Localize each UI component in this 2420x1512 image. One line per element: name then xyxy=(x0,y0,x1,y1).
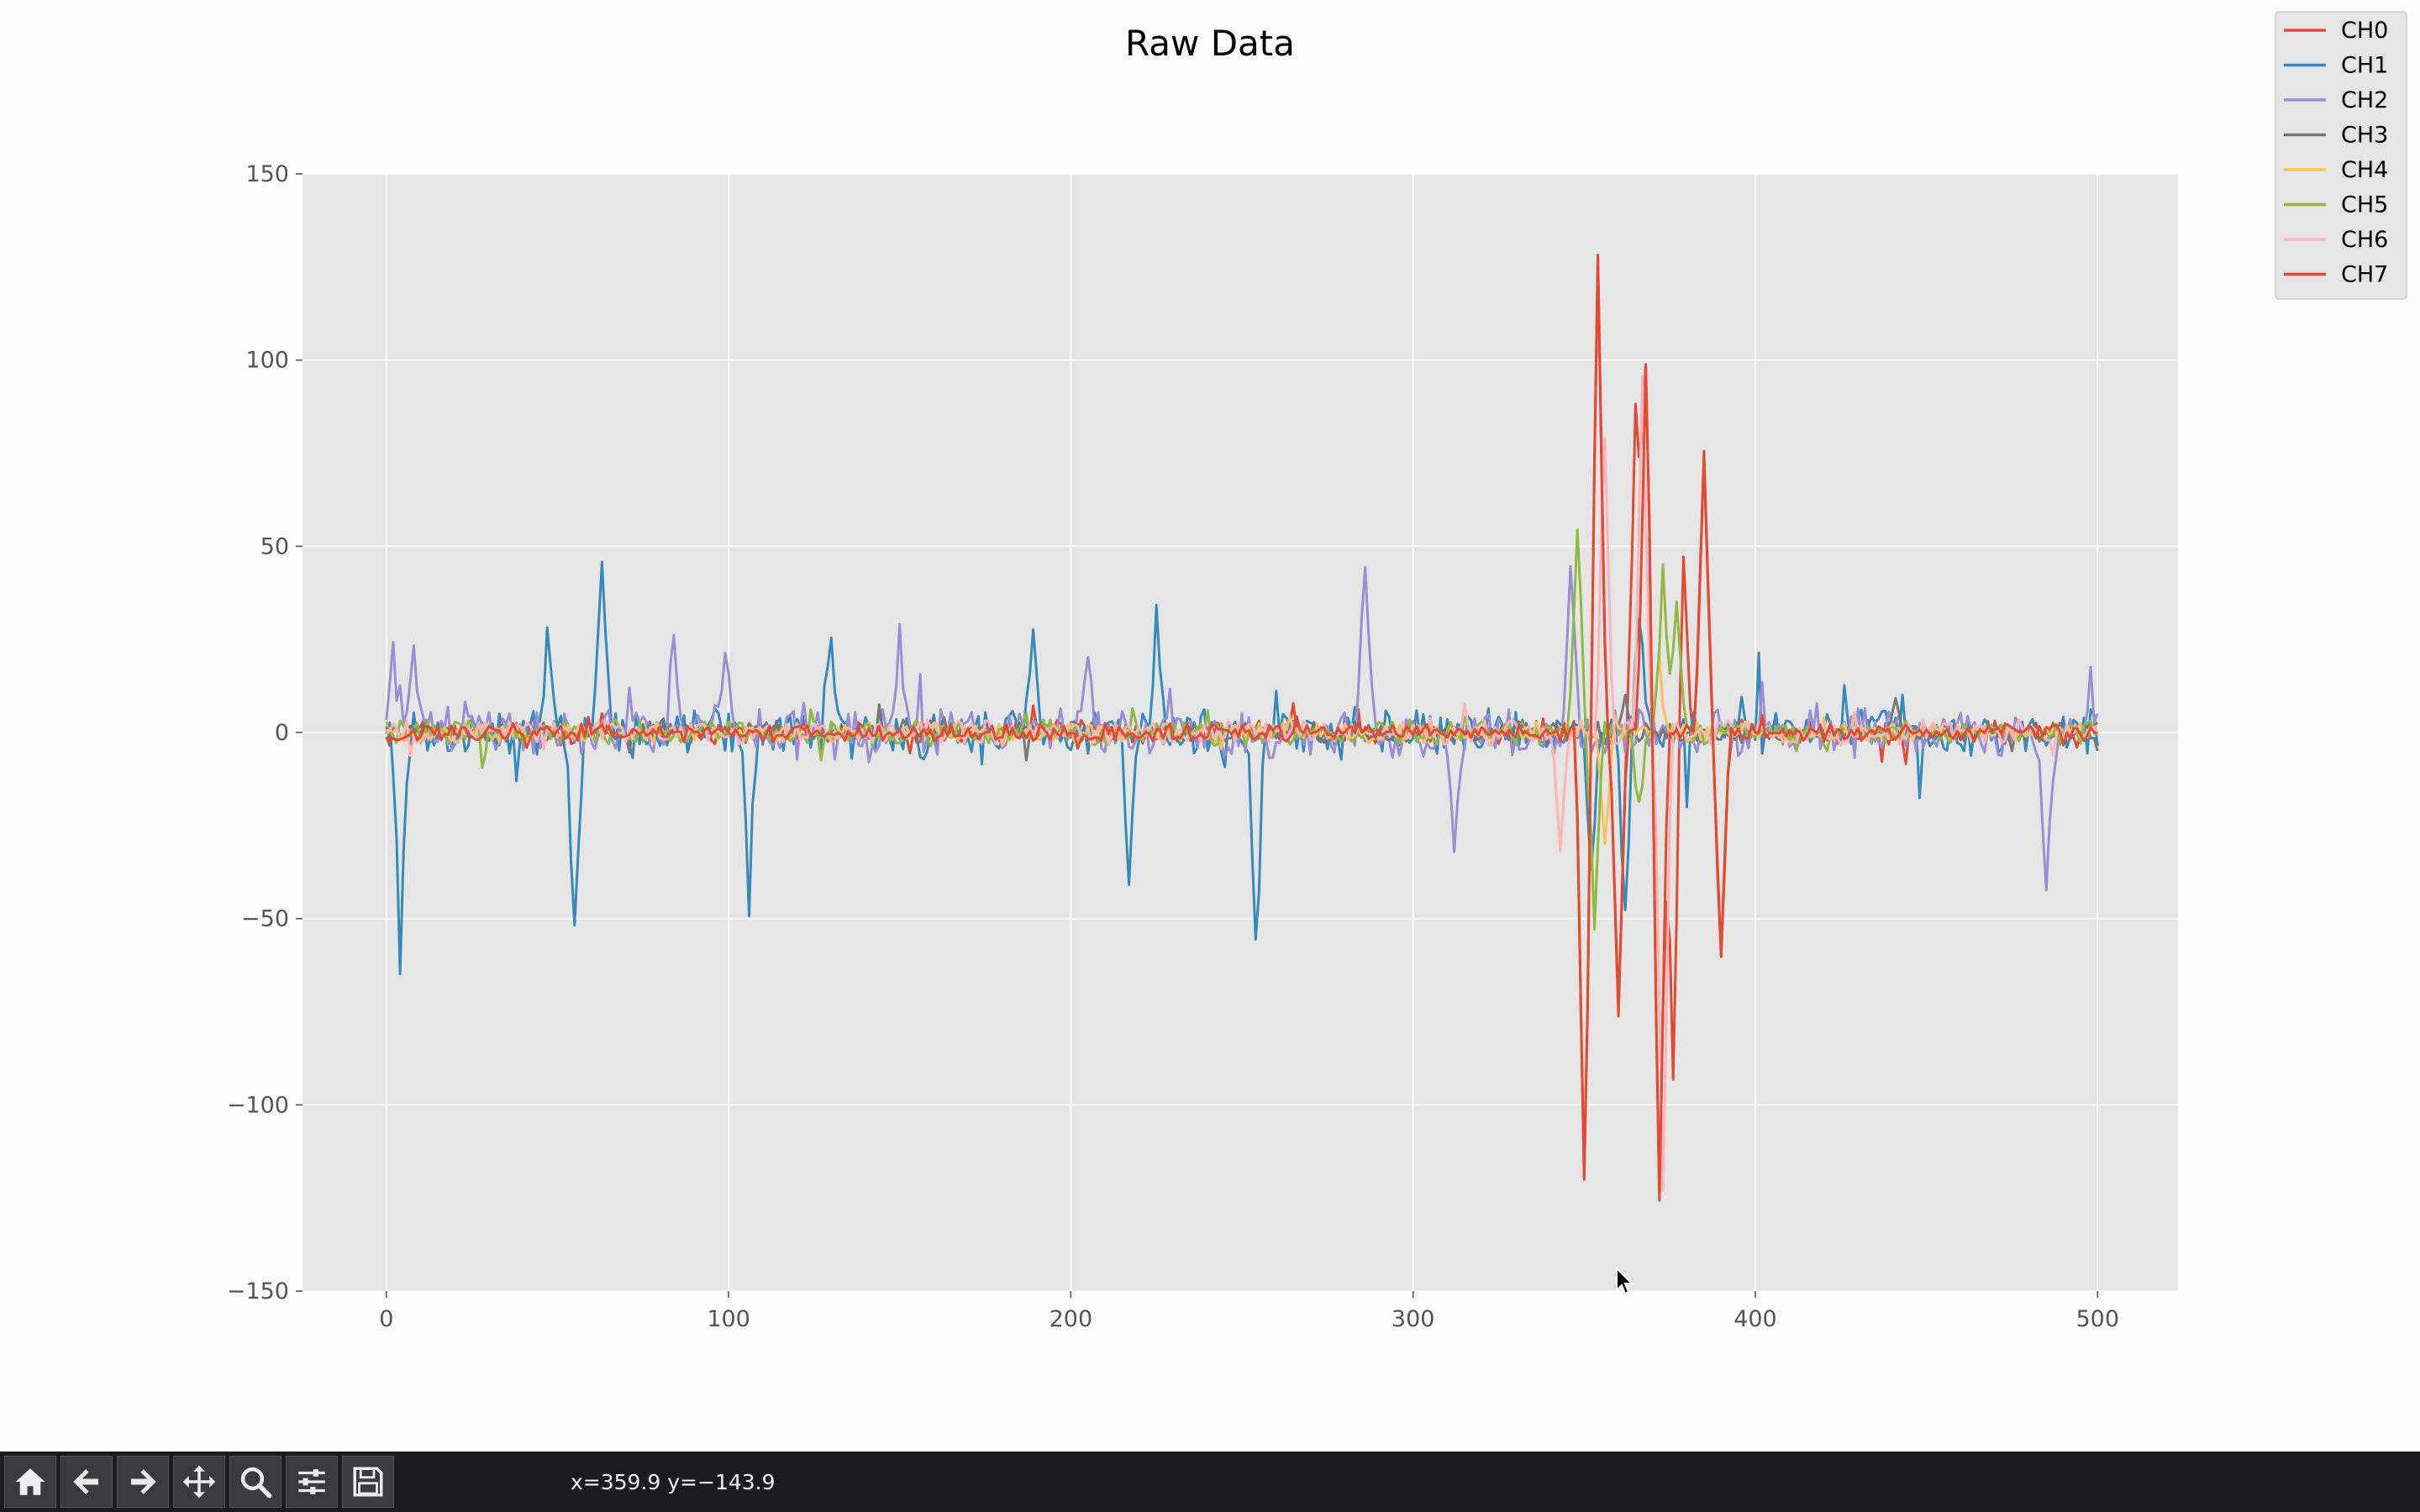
configure-subplots-button[interactable] xyxy=(286,1456,338,1508)
legend-entry-ch5[interactable]: CH5 xyxy=(2341,192,2388,218)
y-axis: −150 −100 −50 0 50 100 150 xyxy=(227,161,302,1305)
save-button[interactable] xyxy=(342,1456,394,1508)
y-tick-label: 100 xyxy=(245,348,289,374)
series-line-ch6 xyxy=(386,375,2099,1193)
figure-canvas[interactable]: Raw Data 0 100 200 300 400 500 −150 −100 −50 0 50… xyxy=(0,0,2420,1452)
home-icon xyxy=(15,1468,45,1495)
y-tick-label: −100 xyxy=(227,1092,289,1118)
pan-button[interactable] xyxy=(173,1456,225,1508)
zoom-button[interactable] xyxy=(229,1456,281,1508)
series-line-ch7 xyxy=(385,255,2098,1200)
legend[interactable]: CH0 CH1 CH2 CH3 CH4 CH5 CH6 CH7 xyxy=(2275,11,2407,300)
legend-entry-ch7[interactable]: CH7 xyxy=(2341,262,2388,288)
back-button[interactable] xyxy=(60,1456,113,1508)
legend-entry-ch4[interactable]: CH4 xyxy=(2341,157,2388,183)
move-icon xyxy=(182,1465,216,1499)
x-tick-label: 100 xyxy=(707,1306,750,1332)
legend-entry-ch2[interactable]: CH2 xyxy=(2341,87,2388,113)
chart-svg: Raw Data 0 100 200 300 400 500 −150 −100 −50 0 50… xyxy=(227,11,2407,1332)
legend-box xyxy=(2275,11,2407,300)
x-tick-label: 300 xyxy=(1392,1306,1435,1332)
navigation-toolbar: x=359.9 y=−143.9 xyxy=(0,1452,2420,1512)
y-tick-label: 150 xyxy=(245,161,289,187)
magnifier-icon xyxy=(240,1467,272,1499)
y-tick-label: −50 xyxy=(241,906,289,932)
cursor-coordinates: x=359.9 y=−143.9 xyxy=(571,1469,776,1494)
x-tick-label: 400 xyxy=(1733,1306,1777,1332)
x-tick-label: 200 xyxy=(1050,1306,1093,1332)
legend-entry-ch3[interactable]: CH3 xyxy=(2341,123,2388,149)
chart-title: Raw Data xyxy=(1125,23,1295,64)
sliders-icon xyxy=(298,1469,325,1494)
back-arrow-icon xyxy=(73,1469,98,1494)
legend-entry-ch6[interactable]: CH6 xyxy=(2341,227,2388,253)
y-tick-label: 0 xyxy=(275,720,289,746)
legend-entry-ch0[interactable]: CH0 xyxy=(2341,18,2388,44)
series-line-ch2 xyxy=(385,564,2099,892)
legend-entry-ch1[interactable]: CH1 xyxy=(2341,53,2388,79)
home-button[interactable] xyxy=(4,1456,56,1508)
x-tick-label: 0 xyxy=(379,1306,393,1332)
y-tick-label: 50 xyxy=(260,533,289,559)
series-lines xyxy=(385,254,2099,1202)
forward-arrow-icon xyxy=(131,1469,156,1494)
y-tick-label: −150 xyxy=(227,1278,289,1305)
x-axis: 0 100 200 300 400 500 xyxy=(379,1291,2119,1332)
x-tick-label: 500 xyxy=(2076,1306,2120,1332)
forward-button[interactable] xyxy=(117,1456,169,1508)
floppy-disk-icon xyxy=(353,1467,383,1497)
